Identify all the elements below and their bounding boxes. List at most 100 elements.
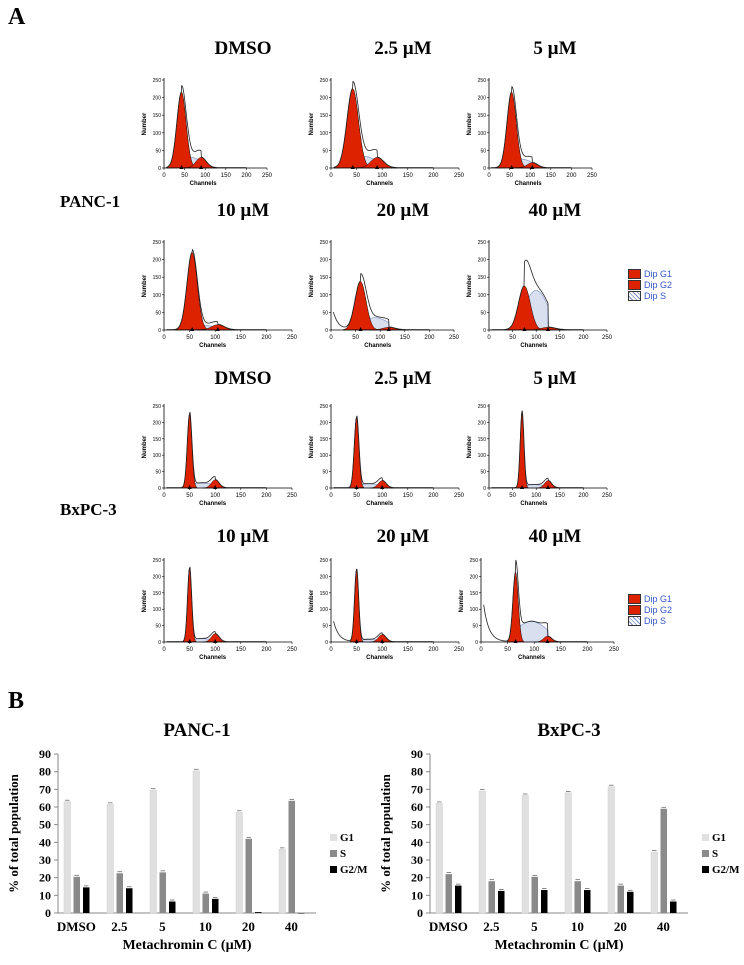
legend-label: Dip G2 [644,279,673,290]
hist-x-tick-label: 100 [531,335,542,341]
bar-g2m [298,913,305,914]
hist-y-tick-label: 250 [320,78,329,84]
chart-y-tick-label: 0 [45,906,51,920]
hist-y-tick-label: 100 [478,293,487,299]
hist-x-axis-label: Channels [520,501,548,507]
hist-y-tick-label: 150 [320,591,329,597]
hist-y-tick-label: 250 [153,558,162,564]
hist-peak-marker [199,165,204,169]
hist-g1-peak [334,88,372,169]
hist-y-tick-label: 100 [320,131,329,137]
hist-x-axis-label: Channels [199,655,227,661]
legend-swatch-g1 [628,593,641,604]
hist-y-tick-label: 250 [478,240,487,246]
hist-y-tick-label: 0 [158,166,161,172]
legend-label: G1 [340,832,354,844]
hist-envelope-line [166,248,267,330]
hist-x-tick-label: 150 [403,493,414,499]
chart-title: BxPC-3 [537,720,600,741]
legend-label: Dip S [644,290,667,301]
bar-g1 [149,789,157,914]
hist-x-tick-label: 150 [236,493,247,499]
hist-y-tick-label: 150 [478,437,487,443]
hist-envelope-line [333,415,434,489]
chart-x-tick-label: 2.5 [483,919,500,934]
hist-y-tick-label: 100 [478,453,487,459]
hist-y-tick-label: 250 [153,404,162,410]
legend-swatch-g1 [628,268,641,279]
condition-label: 2.5 µM [374,38,432,59]
legend-swatch-g1 [330,834,337,841]
hist-y-tick-label: 200 [153,574,162,580]
hist-peak-marker [190,327,195,331]
hist-x-tick-label: 0 [487,335,491,341]
chart-y-tick-label: 40 [411,835,423,849]
hist-y-tick-label: 100 [478,131,487,137]
hist-y-axis-label: Number [142,112,148,135]
chart-x-tick-label: 10 [199,919,212,934]
hist-y-tick-label: 200 [478,258,487,264]
bar-g2m [541,890,548,913]
legend-label: S [712,848,718,860]
hist-x-tick-label: 100 [377,647,388,653]
hist-y-tick-label: 50 [480,148,486,154]
hist-y-tick-label: 50 [480,310,486,316]
hist-y-tick-label: 150 [153,591,162,597]
hist-peak-marker [520,485,525,489]
chart-y-tick-label: 10 [39,888,51,902]
hist-x-tick-label: 200 [424,335,435,341]
hist-x-axis-label: Channels [366,181,394,187]
legend-swatch-g2 [628,279,641,290]
bar-s [574,881,581,913]
hist-y-tick-label: 200 [478,96,487,102]
hist-y-tick-label: 0 [475,640,478,646]
hist-x-tick-label: 0 [329,335,333,341]
chart-y-tick-label: 20 [411,871,423,885]
hist-y-tick-label: 50 [155,624,161,630]
hist-y-tick-label: 0 [483,486,486,492]
hist-peak-marker [380,485,385,489]
hist-x-tick-label: 250 [454,647,465,653]
cell-line-label-bxpc3: BxPC-3 [60,500,117,519]
histogram-legend-bxpc3: Dip G1 Dip G2 Dip S [628,593,672,626]
hist-x-tick-label: 250 [454,493,465,499]
hist-peak-marker [386,327,391,331]
hist-g1-peak [342,281,379,331]
hist-y-tick-label: 150 [478,275,487,281]
histogram-panc1-40: 0 50 100 150 200 250 0 50 100 150 200 250 Channels Nu… [467,240,613,349]
bar-g2m [169,901,176,913]
hist-y-tick-label: 150 [478,113,487,119]
hist-y-axis-label: Number [467,112,473,135]
chart-y-tick-label: 80 [39,765,51,779]
legend-swatch-s [628,290,641,301]
histogram-legend-panc1: Dip G1 Dip G2 Dip S [628,268,672,301]
hist-envelope-line [166,566,267,643]
hist-x-tick-label: 200 [261,647,272,653]
bar-g2m [627,891,634,913]
hist-g1-peak [496,91,527,169]
hist-y-axis-label: Number [142,589,148,612]
chart-y-tick-label: 90 [39,747,51,761]
histogram-bxpc3-5: 0 50 100 150 200 250 0 50 100 150 200 250 Channels Nu… [467,404,613,507]
hist-y-tick-label: 100 [153,293,162,299]
legend-label: Dip G1 [644,593,673,604]
hist-y-tick-label: 0 [325,486,328,492]
hist-y-tick-label: 250 [478,404,487,410]
hist-x-tick-label: 150 [556,647,567,653]
hist-peak-marker [380,639,385,643]
bar-g1 [192,770,200,914]
hist-y-axis-label: Number [459,589,465,612]
chart-y-tick-label: 90 [411,747,423,761]
hist-peak-marker [375,165,380,169]
chart-y-tick-label: 30 [39,853,51,867]
hist-y-tick-label: 0 [158,328,161,334]
hist-x-tick-label: 50 [181,173,188,179]
hist-y-tick-label: 150 [470,591,479,597]
hist-envelope-line [333,568,434,643]
hist-y-tick-label: 200 [470,574,479,580]
hist-envelope-line [166,411,267,489]
hist-x-tick-label: 250 [449,335,460,341]
hist-x-tick-label: 100 [529,647,540,653]
bar-g1 [435,803,443,914]
chart-x-axis-label: Metachromin C (µM) [494,938,623,953]
